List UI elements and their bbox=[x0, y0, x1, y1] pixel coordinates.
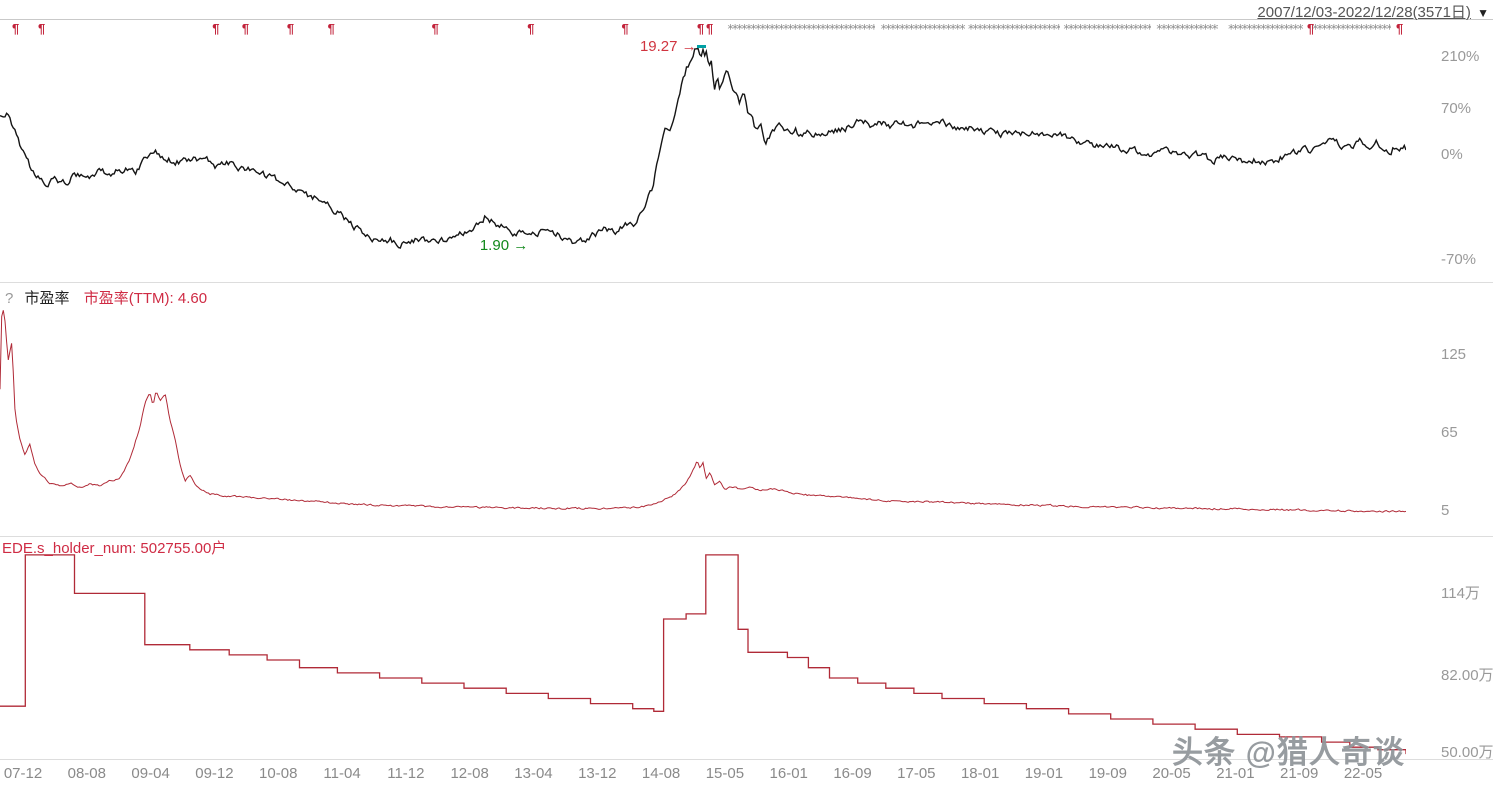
pe-pane-header: ? 市盈率 市盈率(TTM): 4.60 bbox=[5, 287, 207, 308]
x-axis-label: 18-01 bbox=[960, 765, 1000, 782]
x-axis-label: 20-05 bbox=[1152, 765, 1191, 782]
holders-current-value: EDE.s_holder_num: 502755.00户 bbox=[2, 540, 227, 557]
event-flag-marker[interactable]: ¶ bbox=[1307, 21, 1315, 36]
y-axis-label: -70% bbox=[1441, 250, 1477, 268]
chevron-down-icon: ▼ bbox=[1477, 6, 1489, 20]
price-y-axis: 210% 70% 0% -70% bbox=[1441, 20, 1493, 282]
x-axis-label: 15-05 bbox=[705, 765, 745, 782]
event-cluster-markers[interactable]: *************************** bbox=[967, 23, 1060, 36]
value-annotation: 19.27 → bbox=[639, 37, 697, 55]
event-flag-marker[interactable]: ¶ bbox=[431, 21, 439, 36]
event-markers-row: ¶ ¶ ¶ ¶ ¶ ¶ ¶ ¶ ¶ ¶ ¶ ¶ ¶ ***************************… bbox=[0, 22, 1406, 38]
event-flag-marker[interactable]: ¶ bbox=[527, 21, 535, 36]
x-axis-label: 14-08 bbox=[641, 765, 681, 782]
x-axis-label: 21-01 bbox=[1216, 765, 1255, 782]
y-axis-label: 114万 bbox=[1441, 584, 1480, 602]
event-flag-marker[interactable]: ¶ bbox=[37, 21, 46, 36]
x-axis-label: 11-12 bbox=[387, 765, 425, 782]
x-axis-label: 17-05 bbox=[897, 765, 936, 782]
peak-marker bbox=[697, 44, 707, 48]
help-icon[interactable]: ? bbox=[5, 290, 14, 307]
holders-chart-pane: EDE.s_holder_num: 502755.00户 114万 82.00万 5… bbox=[0, 537, 1493, 770]
holders-y-axis: 114万 82.00万 50.00万 bbox=[1441, 537, 1493, 761]
date-range-selector[interactable]: 2007/12/03-2022/12/28(3571日) ▼ bbox=[1257, 1, 1489, 22]
event-cluster-markers[interactable]: *********************** bbox=[1311, 23, 1391, 36]
y-axis-label: 70% bbox=[1441, 100, 1472, 117]
pe-chart-canvas[interactable] bbox=[0, 283, 1406, 537]
y-axis-label: 82.00万 bbox=[1441, 666, 1493, 684]
y-axis-label: 210% bbox=[1441, 47, 1480, 65]
watermark: 头条 @猎人奇谈 bbox=[1172, 735, 1405, 770]
y-axis-label: 125 bbox=[1441, 345, 1467, 363]
x-axis-label: 10-08 bbox=[259, 765, 298, 782]
y-axis-label: 0% bbox=[1441, 146, 1463, 164]
x-axis-label: 16-09 bbox=[833, 765, 872, 782]
event-flag-marker[interactable]: ¶ bbox=[241, 21, 250, 36]
event-cluster-markers[interactable]: ************************* bbox=[880, 23, 964, 36]
value-annotation: 1.90 → bbox=[479, 237, 529, 255]
x-axis-label: 11-04 bbox=[323, 765, 361, 782]
event-flag-marker[interactable]: ¶ bbox=[705, 21, 714, 36]
price-chart-canvas[interactable] bbox=[0, 20, 1406, 283]
x-axis-label: 22-05 bbox=[1343, 765, 1383, 782]
x-axis-label: 07-12 bbox=[3, 765, 43, 782]
x-axis-label: 21-09 bbox=[1280, 765, 1319, 782]
x-axis-label: 09-04 bbox=[131, 765, 170, 782]
y-axis-label: 50.00万 bbox=[1441, 743, 1493, 761]
holders-chart-canvas[interactable] bbox=[0, 537, 1406, 760]
event-flag-marker[interactable]: ¶ bbox=[286, 21, 295, 36]
event-flag-marker[interactable]: ¶ bbox=[1396, 21, 1404, 36]
x-axis-label: 19-09 bbox=[1088, 765, 1127, 782]
y-axis-label: 65 bbox=[1441, 423, 1458, 441]
date-range-label: 2007/12/03-2022/12/28(3571日) bbox=[1257, 4, 1471, 21]
pe-chart-pane: ? 市盈率 市盈率(TTM): 4.60 125 65 5 bbox=[0, 283, 1493, 537]
event-cluster-markers[interactable]: ********************** bbox=[1227, 23, 1303, 36]
event-flag-marker[interactable]: ¶ bbox=[327, 21, 335, 36]
header-bar: 2007/12/03-2022/12/28(3571日) ▼ bbox=[0, 0, 1493, 22]
x-axis-label: 16-01 bbox=[769, 765, 808, 782]
x-axis-label: 09-12 bbox=[195, 765, 234, 782]
x-axis-label: 13-04 bbox=[514, 765, 553, 782]
event-flag-marker[interactable]: ¶ bbox=[696, 21, 705, 36]
pe-pane-title: 市盈率 bbox=[24, 290, 70, 307]
x-axis-label: 08-08 bbox=[67, 765, 106, 782]
price-chart-pane: ¶ ¶ ¶ ¶ ¶ ¶ ¶ ¶ ¶ ¶ ¶ ¶ ¶ ***************************… bbox=[0, 20, 1493, 283]
event-cluster-markers[interactable]: ****************************************… bbox=[726, 23, 875, 36]
x-axis-label: 12-08 bbox=[450, 765, 489, 782]
x-axis-label: 19-01 bbox=[1024, 765, 1064, 782]
pe-y-axis: 125 65 5 bbox=[1441, 283, 1493, 536]
pe-current-value: 市盈率(TTM): 4.60 bbox=[83, 290, 208, 307]
event-cluster-markers[interactable]: ************************** bbox=[1062, 23, 1152, 36]
y-axis-label: 5 bbox=[1441, 501, 1450, 519]
x-axis-label: 13-12 bbox=[578, 765, 617, 782]
event-flag-marker[interactable]: ¶ bbox=[621, 21, 629, 36]
x-axis: 07-12 08-08 09-04 09-12 10-08 11-04 11-12 12-08… bbox=[0, 760, 1493, 787]
event-flag-marker[interactable]: ¶ bbox=[11, 21, 20, 36]
event-cluster-markers[interactable]: ****************** bbox=[1155, 23, 1218, 36]
event-flag-marker[interactable]: ¶ bbox=[212, 21, 220, 36]
